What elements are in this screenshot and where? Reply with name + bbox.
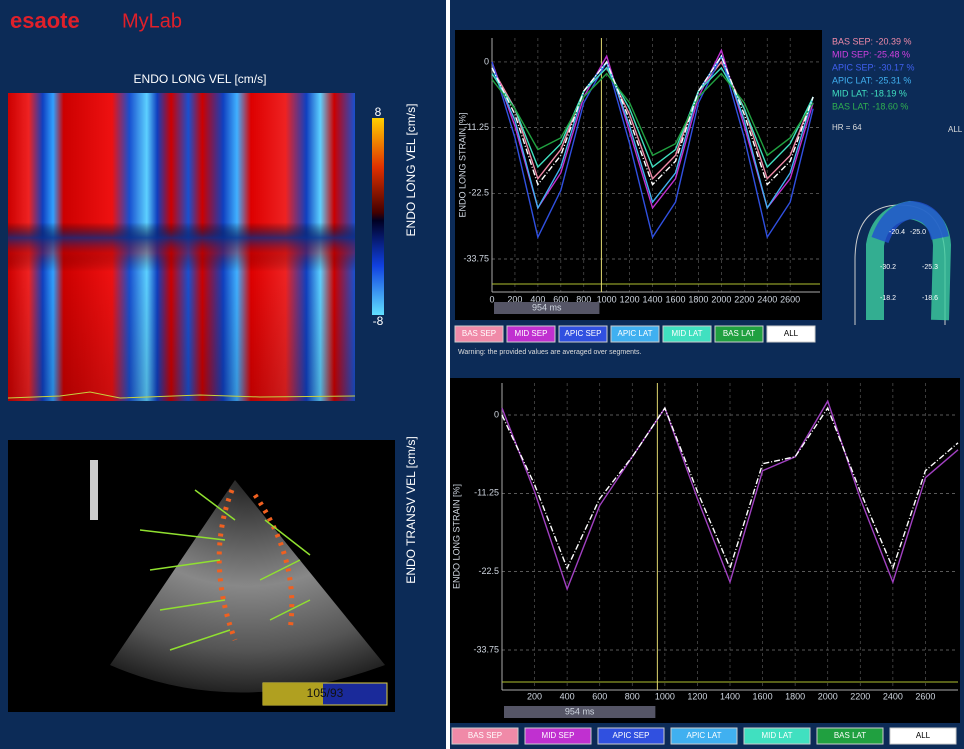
cursor-label: 954 ms <box>532 302 562 312</box>
legend-button-label: BAS LAT <box>834 731 866 740</box>
x-tick-label: 2400 <box>757 294 777 304</box>
x-tick-label: 1600 <box>753 691 773 701</box>
y-tick-label: 0 <box>484 56 489 66</box>
readout: BAS SEP: -20.39 % <box>832 36 912 46</box>
colorbar-min: -8 <box>373 314 384 328</box>
cursor-label: 954 ms <box>565 706 595 716</box>
x-tick-label: 1200 <box>620 294 640 304</box>
x-tick-label: 1000 <box>597 294 617 304</box>
top-chart-bg <box>455 30 822 320</box>
legend-button-label: APIC SEP <box>613 731 650 740</box>
x-tick-label: 200 <box>527 691 542 701</box>
x-tick-label: 2400 <box>883 691 903 701</box>
legend-button-label: ALL <box>784 329 799 338</box>
readout: MID LAT: -18.19 % <box>832 88 907 98</box>
readout: APIC SEP: -30.17 % <box>832 62 915 72</box>
product: MyLab <box>122 10 182 32</box>
x-tick-label: 2600 <box>915 691 935 701</box>
legend-button-label: APIC LAT <box>618 329 653 338</box>
x-tick-label: 400 <box>560 691 575 701</box>
x-tick-label: 2000 <box>711 294 731 304</box>
colorbar <box>372 118 384 315</box>
y-tick-label: -11.25 <box>474 488 499 498</box>
brand: esaote <box>10 8 80 33</box>
segment-value: -25.3 <box>922 264 938 271</box>
y-tick-label: -22.5 <box>478 566 499 576</box>
y-tick-label: -11.25 <box>464 122 489 132</box>
segment-value: -30.2 <box>880 264 896 271</box>
readout: MID SEP: -25.48 % <box>832 49 910 59</box>
legend-button-label: BAS LAT <box>723 329 755 338</box>
x-tick-label: 800 <box>625 691 640 701</box>
x-tick-label: 2200 <box>850 691 870 701</box>
y-tick-label: 0 <box>494 409 499 419</box>
segment-value: -20.4 <box>889 229 905 236</box>
bottom-chart-bg <box>450 378 960 723</box>
all-label: ALL <box>948 125 963 134</box>
readout: BAS LAT: -18.60 % <box>832 101 908 111</box>
x-tick-label: 1600 <box>665 294 685 304</box>
x-tick-label: 2600 <box>780 294 800 304</box>
x-tick-label: 1400 <box>720 691 740 701</box>
page: {"header":{"brand":"esaote","product":"M… <box>0 0 964 749</box>
divider <box>446 0 450 749</box>
x-tick-label: 1800 <box>688 294 708 304</box>
y-tick-label: -33.75 <box>463 253 489 263</box>
heatmap-title: ENDO LONG VEL [cm/s] <box>134 72 267 86</box>
transv-vel-label: ENDO TRANSV VEL [cm/s] <box>404 436 418 583</box>
heart-rate: HR = 64 <box>832 123 862 132</box>
x-tick-label: 1800 <box>785 691 805 701</box>
y-tick-label: -22.5 <box>468 188 489 198</box>
x-tick-label: 1200 <box>687 691 707 701</box>
warning: Warning: the provided values are average… <box>458 349 641 356</box>
segment-value: -25.0 <box>910 229 926 236</box>
readout: APIC LAT: -25.31 % <box>832 75 911 85</box>
long-vel-label: ENDO LONG VEL [cm/s] <box>404 104 418 237</box>
legend-button-label: BAS SEP <box>462 329 496 338</box>
x-tick-label: 2000 <box>818 691 838 701</box>
frame-counter: 105/93 <box>307 686 344 700</box>
x-tick-label: 1000 <box>655 691 675 701</box>
x-tick-label: 2200 <box>734 294 754 304</box>
legend-button-label: APIC LAT <box>687 731 722 740</box>
legend-button-label: BAS SEP <box>468 731 502 740</box>
heatmap-band <box>8 93 355 401</box>
x-tick-label: 600 <box>592 691 607 701</box>
x-tick-label: 0 <box>489 294 494 304</box>
legend-button-label: MID SEP <box>542 731 575 740</box>
legend-button-label: MID SEP <box>515 329 548 338</box>
segment-value: -18.2 <box>880 295 896 302</box>
segment-value: -18.6 <box>922 295 938 302</box>
colorbar-max: 8 <box>375 105 382 119</box>
gray-scale <box>90 460 98 520</box>
y-tick-label: -33.75 <box>473 644 499 654</box>
y-axis-label: ENDO LONG STRAIN [%] <box>451 484 461 589</box>
screen: esaote MyLab ENDO LONG VEL [cm/s] 8 -8 E… <box>0 0 964 749</box>
legend-button-label: MID LAT <box>762 731 793 740</box>
x-tick-label: 1400 <box>643 294 663 304</box>
legend-button-label: ALL <box>916 731 931 740</box>
legend-button-label: APIC SEP <box>565 329 602 338</box>
legend-button-label: MID LAT <box>672 329 703 338</box>
